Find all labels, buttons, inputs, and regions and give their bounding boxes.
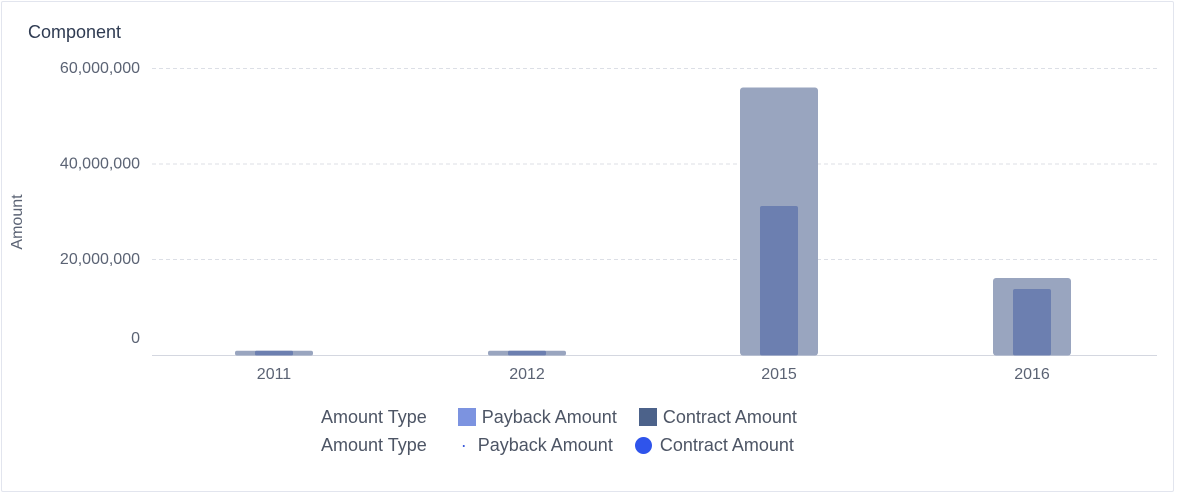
svg-text:Amount: Amount: [9, 194, 26, 250]
svg-text:60,000,000: 60,000,000: [60, 60, 140, 77]
svg-text:40,000,000: 40,000,000: [60, 156, 140, 173]
svg-text:2015: 2015: [761, 366, 797, 383]
svg-text:2016: 2016: [1014, 366, 1050, 383]
svg-text:2012: 2012: [509, 366, 545, 383]
svg-text:0: 0: [131, 330, 140, 347]
svg-text:2011: 2011: [257, 366, 292, 383]
svg-text:20,000,000: 20,000,000: [60, 251, 140, 268]
